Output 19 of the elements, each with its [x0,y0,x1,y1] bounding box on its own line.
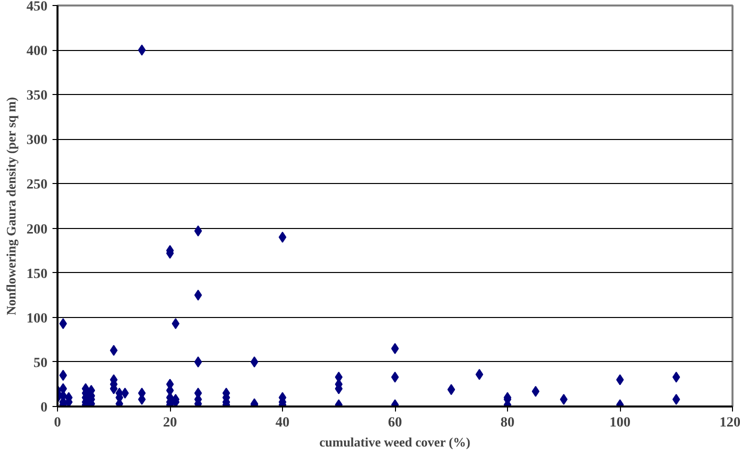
x-tick-label: 100 [610,416,630,430]
x-tick-label: 0 [54,416,61,430]
y-tick-label: 200 [26,222,48,238]
x-axis-title: cumulative weed cover (%) [319,434,470,450]
y-tick-label: 300 [26,133,48,148]
y-axis-title: Nonflowering Gaura density (per sq m) [4,97,18,316]
y-tick-label: 100 [26,311,48,326]
y-tick-label: 150 [26,266,48,282]
y-tick-label: 450 [26,0,48,14]
x-tick-label: 40 [276,416,290,430]
x-tick-label: 120 [720,416,740,430]
x-tick-label: 60 [388,416,402,430]
y-tick-label: 250 [26,178,48,193]
y-tick-label: 350 [26,88,48,104]
x-tick-label: 80 [500,416,514,430]
y-tick-label: 50 [34,356,48,371]
y-tick-label: 0 [40,400,48,416]
y-tick-label: 400 [26,44,48,60]
x-tick-label: 20 [163,416,177,430]
